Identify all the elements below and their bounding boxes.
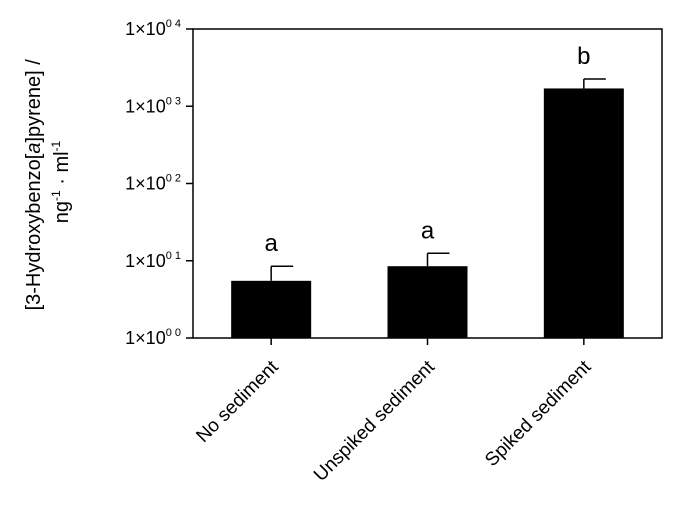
- y-tick-exponent: 0 0: [166, 327, 181, 339]
- y-tick-base: 1×10: [125, 96, 166, 116]
- x-tick-label: Spiked sediment: [481, 356, 596, 471]
- x-tick-label: No sediment: [192, 356, 283, 447]
- y-axis-label: [3-Hydroxybenzo[a]pyrene] / ng-1 · ml-1: [23, 54, 73, 311]
- y-tick-label: 1×100 1: [125, 250, 181, 271]
- y-tick-exponent: 0 1: [166, 250, 181, 262]
- y-axis-label-line1: [3-Hydroxybenzo[a]pyrene] /: [23, 54, 45, 311]
- y-tick-exponent: 0 3: [166, 95, 181, 107]
- y-tick-base: 1×10: [125, 19, 166, 39]
- y-tick-label: 1×100 4: [125, 18, 181, 39]
- bar: [231, 280, 312, 338]
- y-axis-ticks: 1×100 01×100 11×100 21×100 31×100 4: [125, 18, 193, 348]
- y-tick-exponent: 0 4: [166, 18, 181, 30]
- x-tick-label: Unspiked sediment: [310, 356, 440, 486]
- y-tick-exponent: 0 2: [166, 173, 181, 185]
- y-tick-base: 1×10: [125, 174, 166, 194]
- y-tick-label: 1×100 2: [125, 173, 181, 194]
- y-tick-base: 1×10: [125, 328, 166, 348]
- y-tick-label: 1×100 3: [125, 95, 181, 116]
- significance-label: a: [264, 230, 278, 257]
- y-tick-base: 1×10: [125, 251, 166, 271]
- significance-label: a: [421, 217, 435, 244]
- significance-label: b: [577, 43, 590, 70]
- bar: [543, 88, 624, 339]
- bars-group: a a b: [231, 43, 624, 339]
- y-axis-label-line2: ng-1 · ml-1: [49, 140, 73, 223]
- x-axis-ticks: No sediment Unspiked sediment Spiked sedim…: [192, 338, 596, 486]
- bar: [387, 266, 468, 338]
- y-tick-label: 1×100 0: [125, 327, 181, 348]
